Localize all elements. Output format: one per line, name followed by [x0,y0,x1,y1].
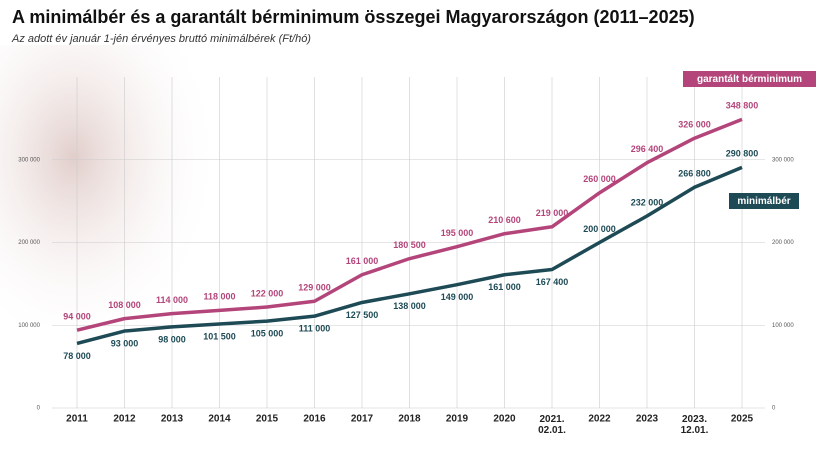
y-tick-label: 300 000 [18,157,40,163]
chart-title: A minimálbér és a garantált bérminimum ö… [12,7,695,27]
y2-tick-label: 100 000 [772,323,794,329]
x-tick-label: 2023. 12.01. [681,414,709,436]
y2-tick-label: 0 [772,406,776,412]
x-tick-label: 2015 [256,414,279,425]
data-label: 129 000 [298,283,331,293]
y-tick-label: 100 000 [18,323,40,329]
data-label: 138 000 [393,301,426,311]
data-label: 180 500 [393,240,426,250]
data-label: 210 600 [488,215,521,225]
y2-tick-label: 200 000 [772,240,794,246]
data-label: 108 000 [108,300,141,310]
data-label: 111 000 [299,324,331,334]
data-label: 127 500 [346,310,379,320]
data-label: 118 000 [203,292,235,302]
x-tick-label: 2017 [351,414,374,425]
x-tick-label: 2011 [66,414,88,425]
data-label: 348 800 [726,101,759,111]
x-tick-label: 2023 [636,414,659,425]
x-tick-label: 2014 [208,414,231,425]
data-label: 122 000 [251,288,284,298]
data-label: 200 000 [583,224,616,234]
data-label: 94 000 [63,312,91,322]
data-label: 167 400 [536,277,569,287]
x-tick-label: 2016 [303,414,326,425]
data-label: 290 800 [726,149,759,159]
data-label: 93 000 [111,338,139,348]
data-label: 101 500 [203,331,236,341]
x-tick-label: 2019 [446,414,469,425]
x-tick-label: 2020 [493,414,516,425]
data-label: 105 000 [251,328,284,338]
data-label: 78 000 [63,351,91,361]
chart-subtitle: Az adott év január 1-jén érvényes bruttó… [11,33,311,45]
legend-label: minimálbér [737,196,790,207]
series-line [76,165,743,346]
x-tick-label: 2012 [113,414,136,425]
data-label: 195 000 [441,228,474,238]
data-label: 149 000 [441,292,474,302]
data-label: 232 000 [631,197,664,207]
data-label: 260 000 [583,174,616,184]
legend-label: garantált bérminimum [697,74,802,85]
data-label: 161 000 [346,256,379,266]
x-tick-label: 2013 [161,414,184,425]
data-label: 326 000 [678,120,711,130]
series-line [76,117,743,332]
y-tick-label: 200 000 [18,240,40,246]
data-label: 98 000 [158,334,186,344]
data-label: 219 000 [536,208,569,218]
x-tick-label: 2021. 02.01. [538,414,566,436]
legend-box [683,71,816,87]
x-tick-label: 2022 [588,414,611,425]
data-label: 296 400 [631,144,664,154]
y2-tick-label: 300 000 [772,157,794,163]
x-tick-label: 2025 [731,414,754,425]
data-label: 114 000 [156,295,188,305]
data-label: 161 000 [488,282,521,292]
x-tick-label: 2018 [398,414,421,425]
legend-box [729,193,799,209]
data-label: 266 800 [678,169,711,179]
y-tick-label: 0 [37,406,41,412]
banknote-photo [0,45,210,325]
